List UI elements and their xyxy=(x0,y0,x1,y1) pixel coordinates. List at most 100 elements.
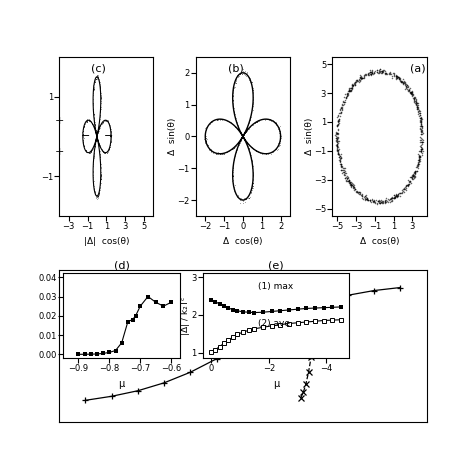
Point xyxy=(207,146,215,154)
Point xyxy=(256,149,264,156)
Point xyxy=(229,161,237,169)
Point xyxy=(417,142,424,150)
Point xyxy=(408,88,415,95)
Point xyxy=(410,172,417,179)
Point xyxy=(249,179,257,187)
Point xyxy=(216,150,223,157)
Point xyxy=(237,128,244,135)
Point xyxy=(393,192,401,200)
Point xyxy=(240,135,248,142)
Point xyxy=(241,194,248,202)
Point xyxy=(92,135,100,143)
Point xyxy=(243,125,250,133)
Point xyxy=(375,198,383,205)
Point xyxy=(341,91,349,98)
Point xyxy=(411,168,419,175)
Point xyxy=(337,163,345,170)
Point xyxy=(240,134,247,142)
Point xyxy=(415,157,423,165)
Point xyxy=(230,108,237,116)
Point xyxy=(416,160,423,168)
Point xyxy=(96,184,104,192)
Point xyxy=(413,99,420,107)
Point xyxy=(274,141,282,149)
Point xyxy=(97,176,104,183)
Point xyxy=(95,191,102,199)
Point xyxy=(411,167,419,175)
Point xyxy=(225,118,232,125)
Point xyxy=(103,117,110,124)
Point xyxy=(242,128,249,136)
Point xyxy=(81,119,89,127)
Point xyxy=(359,192,366,200)
Point xyxy=(91,127,99,134)
Point xyxy=(97,158,104,165)
Point xyxy=(417,118,425,126)
Point xyxy=(334,149,341,156)
Point xyxy=(351,78,359,86)
Point xyxy=(412,100,419,108)
Point xyxy=(255,118,263,125)
Point xyxy=(105,146,113,153)
Point xyxy=(415,156,422,164)
Point xyxy=(106,121,113,128)
Point xyxy=(338,103,346,110)
Point xyxy=(418,146,426,153)
Point xyxy=(276,132,283,139)
Point xyxy=(246,149,254,156)
Point xyxy=(92,73,100,81)
Point xyxy=(108,133,115,140)
Point xyxy=(242,128,250,136)
Point xyxy=(91,75,99,83)
Point xyxy=(97,164,104,172)
Point xyxy=(107,132,115,139)
Point xyxy=(263,116,271,123)
Point xyxy=(335,137,343,145)
Point xyxy=(239,133,247,141)
Point xyxy=(246,78,254,86)
Point xyxy=(94,192,102,200)
Point xyxy=(418,119,425,127)
Point xyxy=(101,117,109,124)
Point xyxy=(385,69,392,76)
Point xyxy=(88,120,96,128)
Point xyxy=(376,67,384,75)
Point xyxy=(393,72,401,79)
Point xyxy=(97,107,104,115)
Point xyxy=(378,68,386,76)
Point xyxy=(80,122,88,129)
Point xyxy=(91,142,98,149)
Point xyxy=(349,82,357,90)
Point xyxy=(97,84,104,91)
Point xyxy=(365,69,373,77)
Point xyxy=(95,78,103,86)
Point xyxy=(248,79,255,86)
Point xyxy=(244,140,252,147)
Point xyxy=(418,138,426,146)
Point xyxy=(203,136,210,143)
Point xyxy=(377,67,385,74)
Point xyxy=(219,150,226,157)
Point xyxy=(408,88,416,96)
Point xyxy=(418,116,426,123)
Point xyxy=(398,190,405,197)
Point xyxy=(249,100,257,108)
Point xyxy=(230,109,238,117)
Point xyxy=(208,147,215,155)
Point xyxy=(95,125,103,133)
Point xyxy=(335,116,342,124)
Point xyxy=(340,166,348,173)
Point xyxy=(354,78,361,85)
Point xyxy=(242,137,250,145)
Point xyxy=(229,176,237,184)
Point xyxy=(246,77,254,84)
Point xyxy=(354,188,362,195)
Point xyxy=(97,174,105,182)
Point xyxy=(337,108,344,115)
Point xyxy=(253,147,260,155)
Point xyxy=(93,193,100,201)
Point xyxy=(96,79,103,87)
Point xyxy=(272,119,279,127)
Point xyxy=(409,94,417,102)
Point xyxy=(363,196,370,204)
